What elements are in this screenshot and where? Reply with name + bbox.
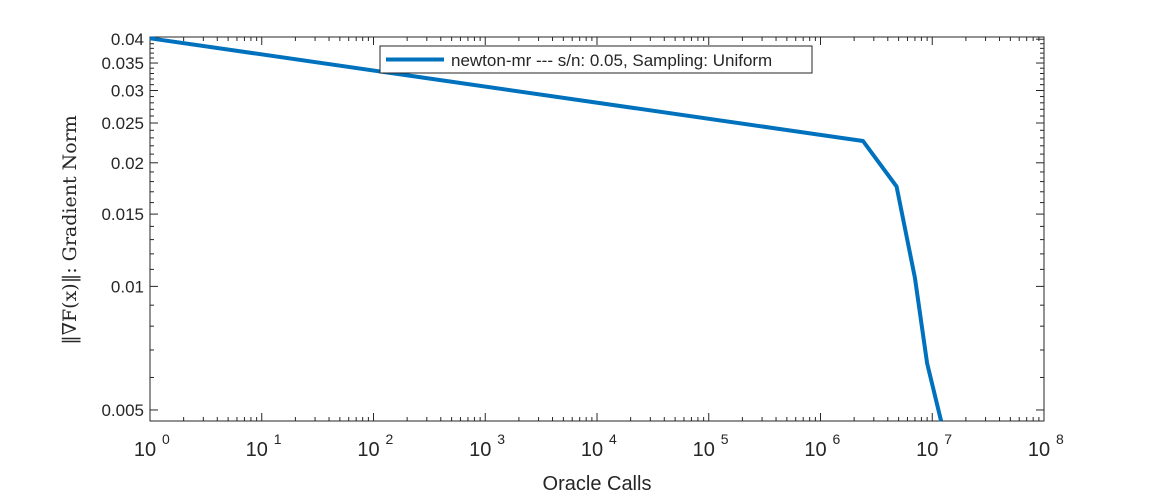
x-tick-label: 10 <box>804 439 826 461</box>
x-tick-exponent: 2 <box>386 431 394 447</box>
axes-box <box>149 36 1045 422</box>
x-tick-exponent: 8 <box>1056 431 1064 447</box>
y-tick-label: 0.03 <box>111 82 144 101</box>
y-tick-label: 0.015 <box>101 205 144 224</box>
y-tick-label: 0.035 <box>101 54 144 73</box>
x-tick-label: 10 <box>581 439 603 461</box>
series-line <box>149 36 944 422</box>
y-axis-label: ‖∇F(x)‖: Gradient Norm <box>59 115 81 345</box>
y-axis-ticks: 0.005 0.01 0.015 0.02 0.025 0.03 0.035 0.04 <box>101 30 1044 420</box>
x-axis-label: Oracle Calls <box>543 473 652 495</box>
x-tick-exponent: 5 <box>721 431 729 447</box>
y-tick-label: 0.025 <box>101 114 144 133</box>
x-tick-label: 10 <box>916 439 938 461</box>
y-tick-label: 0.02 <box>111 154 144 173</box>
x-tick-label: 10 <box>693 439 715 461</box>
x-axis-ticks: 10 0 10 1 10 2 10 3 10 4 10 5 10 6 10 7 10 8 <box>134 37 1064 461</box>
plot-frame <box>149 36 1045 422</box>
x-tick-label: 10 <box>246 439 268 461</box>
x-tick-label: 10 <box>357 439 379 461</box>
x-tick-label: 10 <box>1028 439 1050 461</box>
legend-label: newton-mr --- s/n: 0.05, Sampling: Unifo… <box>451 51 772 70</box>
x-tick-label: 10 <box>469 439 491 461</box>
x-tick-exponent: 0 <box>162 431 170 447</box>
x-tick-exponent: 1 <box>274 431 282 447</box>
minor-ticks <box>150 37 1044 421</box>
x-tick-exponent: 4 <box>609 431 617 447</box>
x-tick-label: 10 <box>134 439 156 461</box>
y-tick-label: 0.005 <box>101 401 144 420</box>
x-tick-exponent: 3 <box>497 431 505 447</box>
x-tick-exponent: 7 <box>944 431 952 447</box>
legend: newton-mr --- s/n: 0.05, Sampling: Unifo… <box>379 45 813 74</box>
legend-box <box>379 45 813 74</box>
y-tick-label: 0.04 <box>111 30 144 49</box>
series-layer <box>149 36 944 422</box>
x-tick-exponent: 6 <box>833 431 841 447</box>
y-tick-label: 0.01 <box>111 277 144 296</box>
